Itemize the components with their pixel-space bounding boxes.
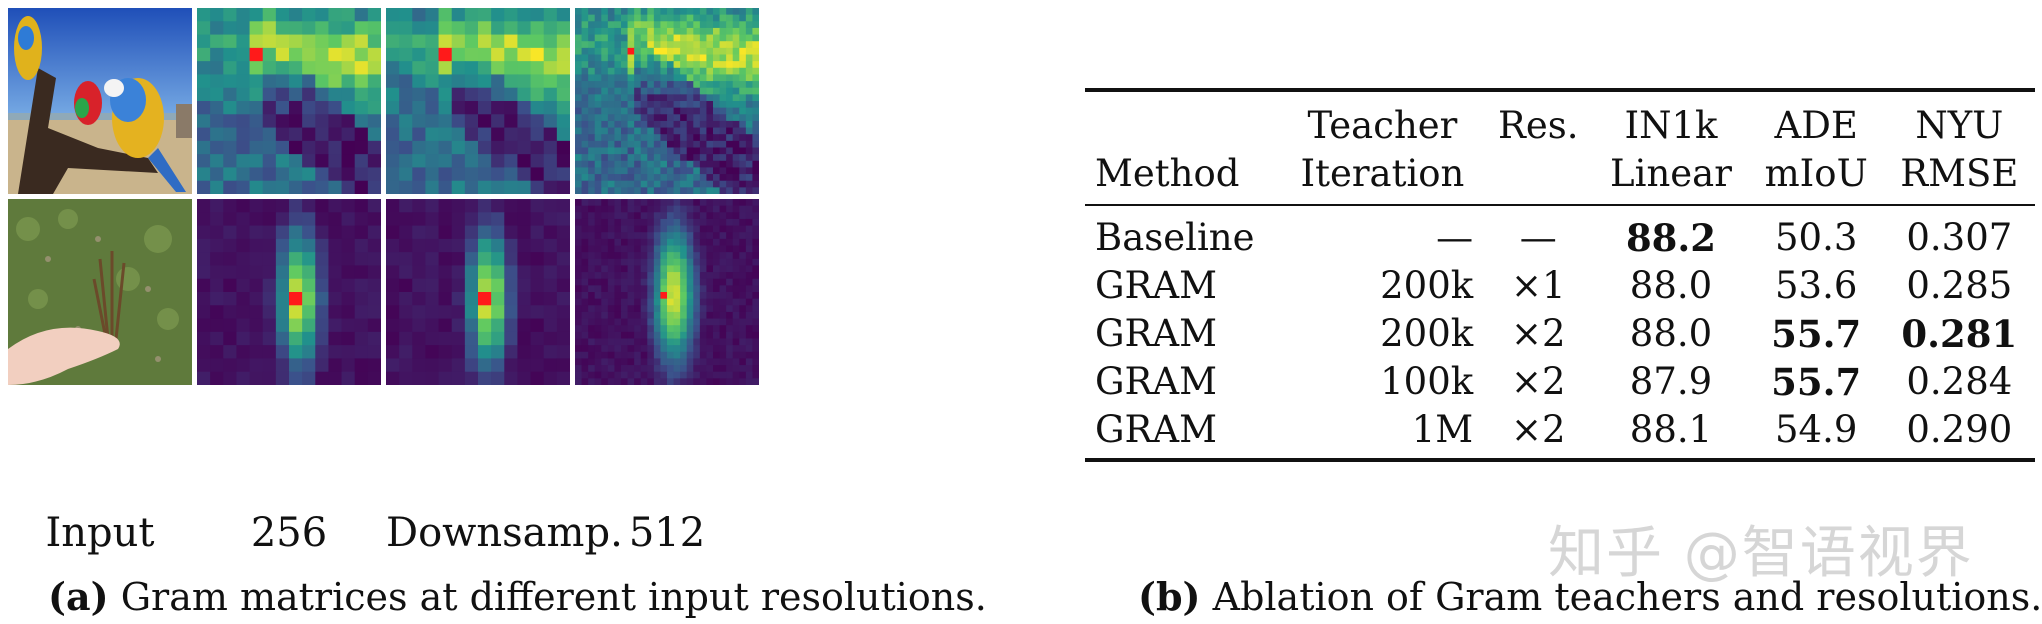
header-cell: NYU [1883,88,2035,150]
table-cell-ade: 54.9 [1748,406,1884,462]
table-cell-method: GRAM [1095,264,1218,307]
caption-b-text: Ablation of Gram teachers and resolution… [1212,575,2042,619]
header-cell [1483,150,1594,206]
table-cell-method: GRAM [1095,312,1218,355]
hand-grass-image [8,199,192,385]
table-row: GRAM 1M ×2 88.1 54.9 0.290 [1085,406,2035,462]
table-cell-ade: 55.7 [1771,312,1862,356]
table-row: GRAM 200k ×2 88.0 55.7 0.281 [1085,310,2035,358]
header-cell: Method [1085,150,1282,206]
caption-a: (a) Gram matrices at different input res… [48,574,987,619]
figure-panel-a: Input 256 Downsamp. 512 (a) Gram matrice… [8,8,990,619]
column-label-256: 256 [250,510,328,556]
table-cell-in1k: 88.0 [1629,312,1713,355]
header-cell: Teacher [1281,88,1484,150]
header-cell: mIoU [1748,150,1884,206]
table-cell-method: GRAM [1095,360,1218,403]
table-cell-nyu: 0.281 [1901,312,2018,356]
gram-downsampled-parrots [386,8,570,194]
header-cell: IN1k [1593,88,1749,150]
table-cell-in1k: 88.0 [1629,264,1713,307]
table-cell-res: ×2 [1483,406,1594,462]
gram-matrix-grid [8,8,990,496]
table-cell-nyu: 0.284 [1906,360,2013,403]
header-cell: Iteration [1281,150,1484,206]
table-cell-res: ×2 [1510,312,1566,355]
gram-256-parrots [197,8,381,194]
watermark: 知乎 @智语视界 [1548,521,1974,586]
table-cell-res: — [1519,216,1557,259]
gram-256-grass [197,199,381,385]
table-cell-method: Baseline [1095,216,1255,259]
table-cell-res: ×2 [1510,360,1566,403]
gram-downsampled-grass [386,199,570,385]
table-cell-in1k: 88.2 [1625,216,1717,260]
table-cell-iteration: 1M [1281,406,1484,462]
table-cell-in1k: 88.1 [1593,406,1749,462]
figure-panel-b: Teacher Res. IN1k ADE NYU Method Iterati… [1085,88,2035,462]
table-cell-in1k: 87.9 [1629,360,1713,403]
header-cell [1085,88,1282,150]
table-row: Baseline — — 88.2 50.3 0.307 [1085,205,2035,262]
table-cell-iteration: 200k [1380,312,1474,355]
caption-b: (b) Ablation of Gram teachers and resolu… [1138,574,2042,619]
caption-b-tag: (b) [1138,574,1201,619]
column-label-downsampled: Downsamp. [386,510,623,556]
gram-512-grass [575,199,759,385]
table-cell-iteration: 200k [1380,264,1474,307]
table-cell-nyu: 0.307 [1906,216,2013,259]
table-cell-res: ×1 [1510,264,1566,307]
table-row: GRAM 200k ×1 88.0 53.6 0.285 [1085,262,2035,310]
table-cell-ade: 53.6 [1774,264,1858,307]
table-cell-nyu: 0.290 [1883,406,2035,462]
table-cell-iteration: 100k [1380,360,1474,403]
table-cell-ade: 55.7 [1771,360,1862,404]
ablation-table: Teacher Res. IN1k ADE NYU Method Iterati… [1085,88,2035,462]
table-cell-iteration: — [1436,216,1474,259]
header-cell: Res. [1483,88,1594,150]
header-cell: Linear [1593,150,1749,206]
caption-a-text: Gram matrices at different input resolut… [120,575,987,619]
header-cell: ADE [1748,88,1884,150]
column-label-input: Input [45,510,155,556]
parrots-image [8,8,192,194]
table-header-row-bottom: Method Iteration Linear mIoU RMSE [1085,150,2035,206]
table-cell-nyu: 0.285 [1906,264,2013,307]
table-cell-method: GRAM [1085,406,1282,462]
table-header-row-top: Teacher Res. IN1k ADE NYU [1085,88,2035,150]
gram-512-parrots [575,8,759,194]
table-cell-ade: 50.3 [1774,216,1858,259]
header-cell: RMSE [1883,150,2035,206]
caption-a-tag: (a) [48,574,109,619]
column-label-512: 512 [628,510,706,556]
table-row: GRAM 100k ×2 87.9 55.7 0.284 [1085,358,2035,406]
